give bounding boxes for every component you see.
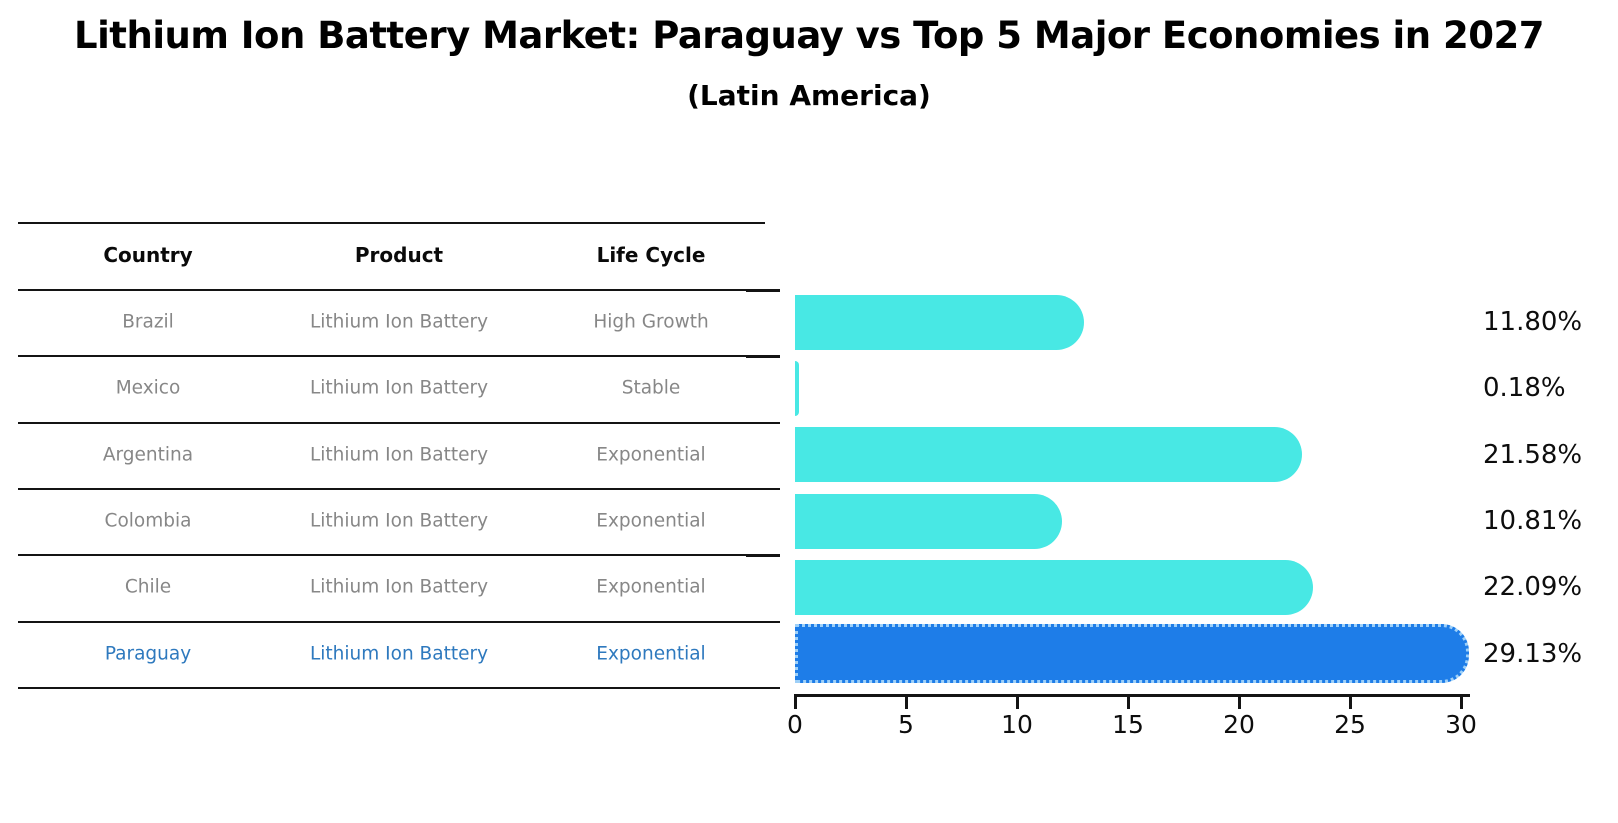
table-divider [18,421,765,424]
table-cell-product: Lithium Ion Battery [309,576,489,598]
x-axis-line [794,694,1470,697]
x-axis-tick [905,696,908,709]
y-axis-tick [746,620,780,623]
x-axis-tick-label: 30 [1445,710,1477,739]
table-cell-country: Paraguay [104,643,192,665]
value-label: 21.58% [1483,439,1583,470]
bar-paraguay [795,624,1470,684]
y-axis-tick [746,554,780,557]
table-divider [18,620,765,623]
table-divider [18,355,765,358]
x-axis-tick [1016,696,1019,709]
table-divider [18,222,765,224]
column-header-product: Product [354,243,444,267]
bar-chile [795,559,1313,615]
y-axis-tick [746,355,780,358]
value-label: 11.80% [1483,307,1583,338]
table-cell-country: Mexico [115,377,181,399]
table-cell-country: Brazil [122,311,174,333]
column-header-life-cycle: Life Cycle [596,243,706,267]
value-label: 0.18% [1483,373,1566,404]
x-axis-tick [1349,696,1352,709]
x-axis-tick [1127,696,1130,709]
table-cell-life-cycle: Exponential [596,576,706,598]
table-cell-country: Colombia [104,510,192,532]
table-cell-product: Lithium Ion Battery [309,377,489,399]
table-divider [18,289,765,291]
bar-colombia [795,493,1063,549]
value-label: 29.13% [1483,638,1583,669]
table-cell-life-cycle: Exponential [596,643,706,665]
y-axis-tick [746,421,780,425]
y-axis-tick [746,289,780,292]
y-axis-tick [746,686,780,690]
y-axis-tick [746,487,780,491]
table-cell-country: Chile [124,576,172,598]
bar-brazil [795,294,1085,350]
table-cell-country: Argentina [102,444,194,466]
table-cell-life-cycle: Exponential [596,444,706,466]
table-cell-life-cycle: High Growth [593,311,709,333]
x-axis-tick-label: 5 [898,710,914,739]
x-axis-tick-label: 10 [1001,710,1033,739]
chart-title: Lithium Ion Battery Market: Paraguay vs … [74,14,1544,57]
value-label: 10.81% [1483,506,1583,537]
table-divider [18,554,765,557]
column-header-country: Country [103,243,193,267]
x-axis-tick-label: 15 [1112,710,1144,739]
x-axis-tick-label: 25 [1334,710,1366,739]
table-cell-product: Lithium Ion Battery [309,510,489,532]
x-axis-tick [1238,696,1241,709]
bar-mexico [795,360,799,416]
x-axis-tick-label: 20 [1223,710,1255,739]
x-axis-tick [794,696,797,709]
table-cell-product: Lithium Ion Battery [309,643,489,665]
chart-subtitle: (Latin America) [687,79,931,112]
table-divider [18,487,765,490]
value-label: 22.09% [1483,572,1583,603]
table-cell-life-cycle: Exponential [596,510,706,532]
table-cell-product: Lithium Ion Battery [309,311,489,333]
bar-argentina [795,427,1302,483]
table-divider [18,686,765,689]
table-cell-product: Lithium Ion Battery [309,444,489,466]
table-cell-life-cycle: Stable [621,377,681,399]
x-axis-tick-label: 0 [787,710,803,739]
x-axis-tick [1460,696,1463,709]
